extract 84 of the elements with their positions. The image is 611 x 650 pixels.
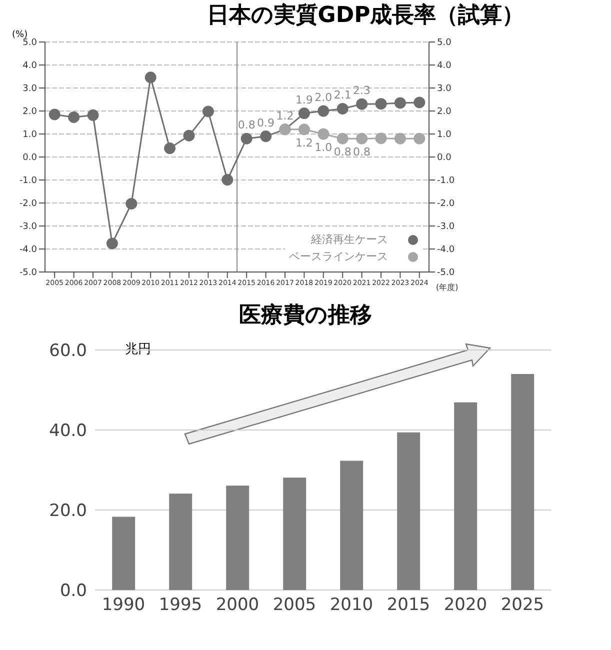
data-label: 2.1 bbox=[334, 88, 352, 102]
data-label: 1.2 bbox=[276, 109, 294, 122]
x-tick-label: 1995 bbox=[158, 595, 202, 616]
y-tick-label: -3.0 bbox=[19, 222, 38, 232]
point bbox=[318, 105, 330, 117]
data-label: 1.0 bbox=[314, 141, 332, 154]
data-label: 2.0 bbox=[314, 91, 332, 104]
y2-tick-label: 5.0 bbox=[437, 38, 452, 48]
data-label: 0.8 bbox=[238, 118, 256, 132]
y2-tick-label: -2.0 bbox=[437, 199, 455, 210]
point bbox=[356, 132, 368, 144]
point bbox=[375, 98, 387, 110]
y-tick-label: 20.0 bbox=[49, 501, 87, 522]
y-tick-label: -2.0 bbox=[19, 199, 38, 210]
y-tick-label: -5.0 bbox=[19, 268, 38, 278]
point bbox=[394, 132, 406, 144]
point bbox=[202, 106, 214, 118]
legend-label: 経済再生ケース bbox=[311, 232, 388, 247]
x-axis-title: (年度) bbox=[436, 282, 458, 292]
y2-tick-label: -4.0 bbox=[437, 245, 455, 256]
y-tick-label: 5.0 bbox=[22, 38, 38, 48]
x-tick-label: 2025 bbox=[500, 595, 544, 616]
point bbox=[318, 128, 330, 140]
x-tick-label: 2015 bbox=[386, 595, 430, 616]
bar bbox=[454, 402, 478, 590]
point bbox=[414, 132, 426, 144]
data-label: 1.9 bbox=[295, 93, 313, 106]
bar bbox=[226, 486, 250, 590]
y2-tick-label: 1.0 bbox=[437, 130, 452, 140]
point bbox=[298, 124, 310, 136]
y-tick-label: 60.0 bbox=[49, 341, 87, 362]
point bbox=[260, 130, 272, 142]
data-label: 0.8 bbox=[353, 146, 371, 159]
y-tick-label: 40.0 bbox=[49, 421, 87, 442]
point bbox=[48, 108, 60, 120]
bar bbox=[511, 374, 534, 590]
y2-tick-label: -1.0 bbox=[437, 176, 455, 186]
y-axis-title: (%) bbox=[12, 30, 28, 40]
y-tick-label: -1.0 bbox=[19, 176, 38, 186]
point bbox=[68, 111, 80, 123]
data-label: 0.8 bbox=[334, 146, 352, 159]
point bbox=[164, 142, 176, 154]
point bbox=[336, 102, 348, 114]
chart-title: 日本の実質GDP成長率（試算） bbox=[206, 2, 526, 30]
y-tick-label: 1.0 bbox=[22, 130, 38, 140]
x-tick-label: 2020 bbox=[444, 595, 488, 616]
bar bbox=[169, 494, 192, 590]
y2-tick-label: -3.0 bbox=[437, 222, 455, 232]
bar bbox=[397, 432, 420, 590]
y2-tick-label: 2.0 bbox=[437, 107, 452, 118]
chart-title: 医療費の推移 bbox=[238, 302, 373, 330]
legend-label: ベースラインケース bbox=[289, 249, 388, 264]
y-tick-label: -4.0 bbox=[19, 245, 38, 256]
x-tick-label: 2000 bbox=[216, 595, 260, 616]
bar bbox=[283, 478, 306, 590]
y-tick-label: 3.0 bbox=[22, 84, 38, 94]
y-tick-label: 0.0 bbox=[60, 581, 87, 602]
y2-tick-label: -5.0 bbox=[437, 268, 455, 278]
y2-tick-label: 4.0 bbox=[437, 61, 452, 72]
point bbox=[414, 96, 426, 108]
point bbox=[183, 130, 195, 142]
bar bbox=[340, 460, 364, 590]
data-label: 0.9 bbox=[257, 116, 275, 130]
point bbox=[298, 108, 310, 120]
point bbox=[336, 132, 348, 144]
x-tick-label: 2005 bbox=[272, 595, 316, 616]
bar bbox=[112, 516, 136, 590]
point bbox=[356, 98, 368, 110]
y-tick-label: 0.0 bbox=[22, 153, 38, 164]
point bbox=[222, 174, 234, 186]
point bbox=[87, 109, 99, 121]
data-label: 1.2 bbox=[295, 136, 313, 150]
point bbox=[394, 97, 406, 109]
y2-tick-label: 3.0 bbox=[437, 84, 452, 94]
point bbox=[240, 132, 252, 144]
y-tick-label: 2.0 bbox=[22, 107, 38, 118]
x-tick-label: 2010 bbox=[330, 595, 374, 616]
y2-tick-label: 0.0 bbox=[437, 153, 452, 164]
point bbox=[106, 238, 118, 250]
point bbox=[144, 72, 156, 84]
point bbox=[126, 198, 138, 210]
y-tick-label: 4.0 bbox=[22, 61, 38, 72]
point bbox=[375, 132, 387, 144]
x-tick-label: 1990 bbox=[102, 595, 146, 616]
